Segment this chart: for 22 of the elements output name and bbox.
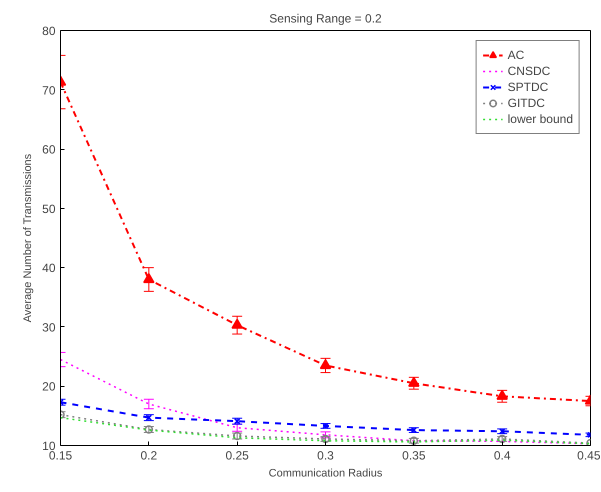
x-tick-label: 0.45 bbox=[577, 448, 601, 462]
legend-label: CNSDC bbox=[508, 63, 550, 79]
y-tick-label: 40 bbox=[42, 261, 56, 276]
y-tick-label: 80 bbox=[42, 24, 56, 38]
x-tick-label: 0.4 bbox=[494, 448, 511, 462]
legend-label: GITDC bbox=[508, 95, 545, 111]
y-tick-label: 30 bbox=[42, 320, 56, 334]
y-axis-title: Average Number of Transmissions bbox=[22, 153, 34, 322]
x-tick-label: 0.3 bbox=[317, 448, 334, 462]
x-tick-label: 0.25 bbox=[225, 448, 250, 462]
y-tick-label: 70 bbox=[42, 83, 56, 98]
x-axis-title: Communication Radius bbox=[268, 468, 383, 480]
x-tick-label: 0.35 bbox=[402, 448, 426, 462]
legend-label: lower bound bbox=[508, 111, 573, 127]
legend-label: AC bbox=[508, 47, 526, 63]
y-tick-label: 50 bbox=[42, 202, 56, 216]
chart-title: Sensing Range = 0.2 bbox=[269, 12, 382, 26]
y-tick-label: 60 bbox=[42, 142, 56, 157]
x-tick-label: 0.15 bbox=[48, 448, 73, 462]
y-tick-label: 20 bbox=[42, 380, 56, 394]
legend-label: SPTDC bbox=[508, 79, 548, 95]
x-tick-label: 0.2 bbox=[140, 448, 158, 462]
